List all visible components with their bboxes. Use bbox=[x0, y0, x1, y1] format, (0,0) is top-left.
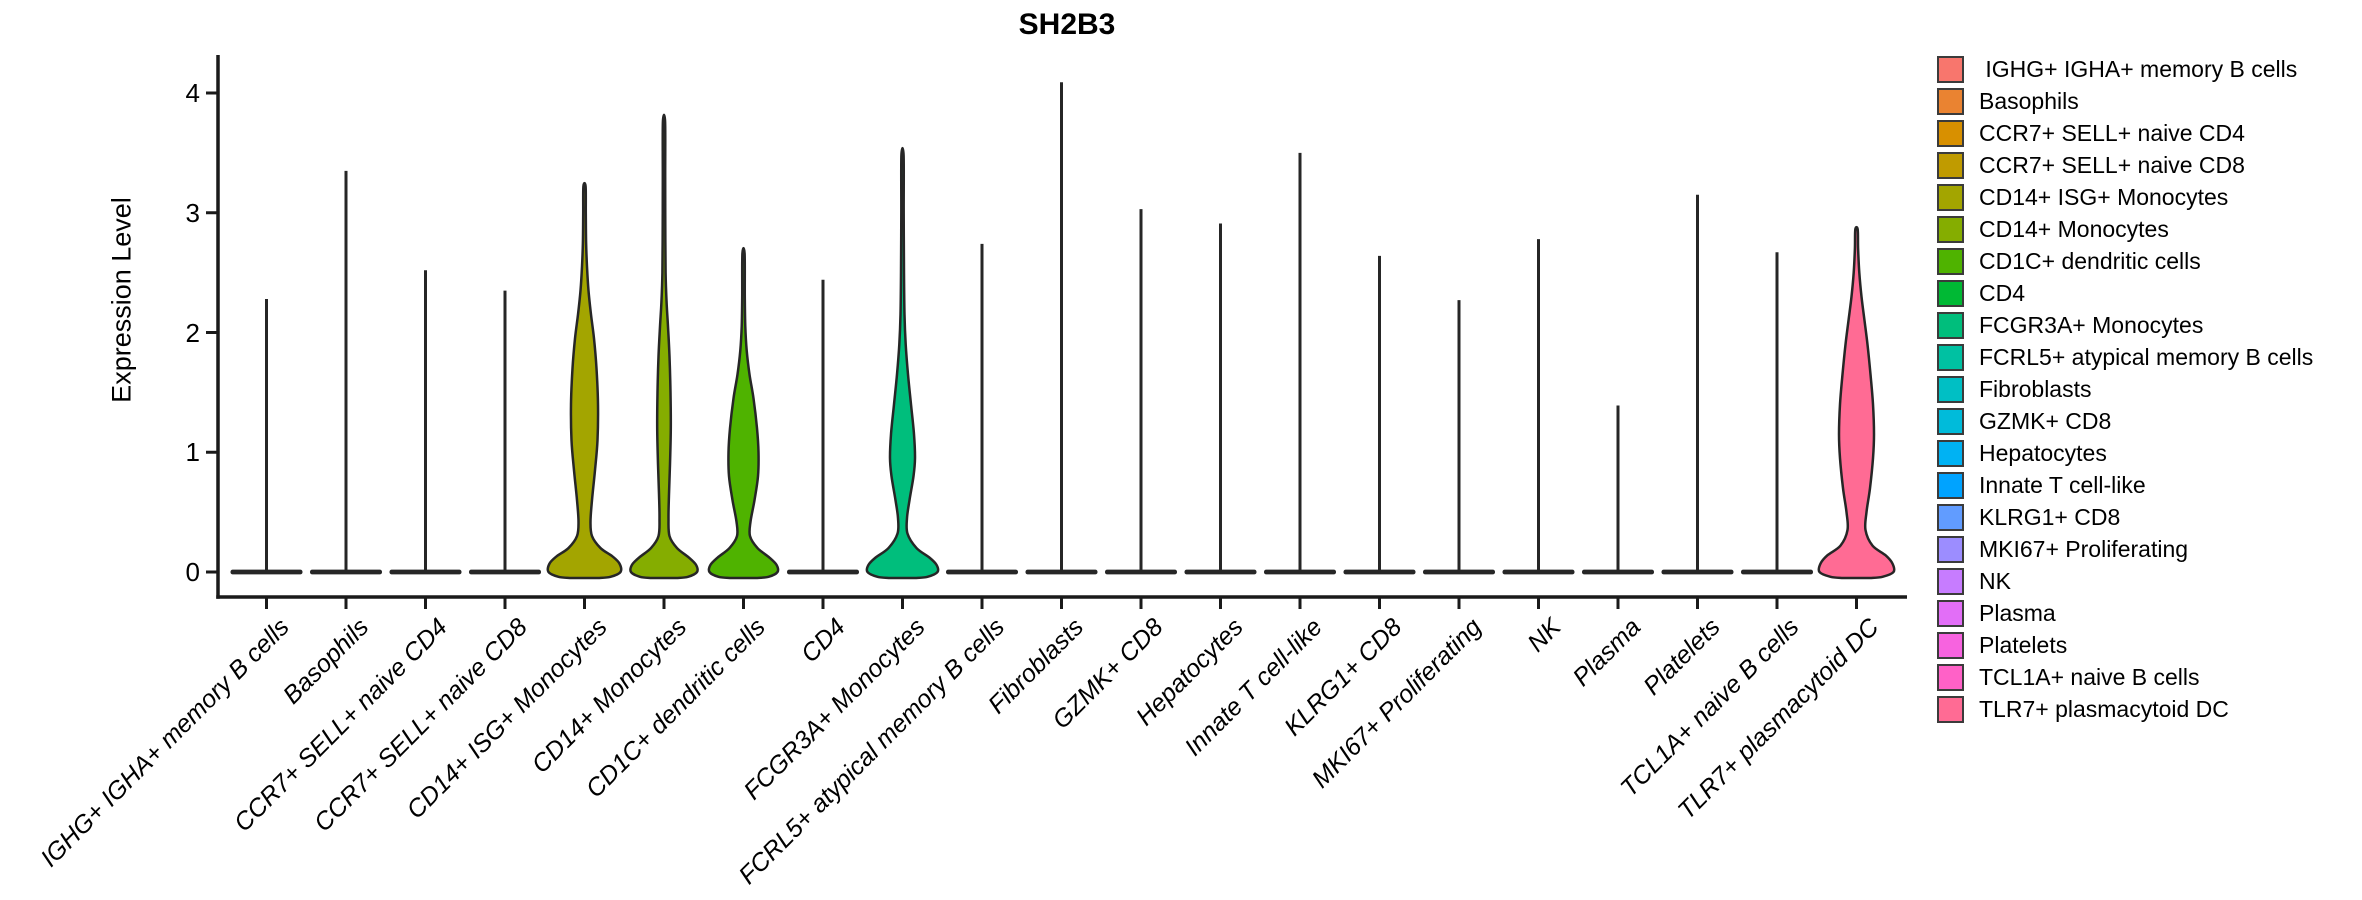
legend-label: Platelets bbox=[1979, 631, 2068, 658]
violin-CD14+ Monocytes bbox=[629, 113, 699, 580]
legend-swatch-icon bbox=[1937, 407, 1964, 435]
legend-swatch-icon bbox=[1937, 55, 1964, 83]
legend-label: MKI67+ Proliferating bbox=[1979, 535, 2189, 562]
legend-row: CD14+ ISG+ Monocytes bbox=[1937, 181, 2313, 213]
legend-swatch-icon bbox=[1937, 215, 1964, 243]
legend-swatch-icon bbox=[1937, 631, 1964, 659]
legend-swatch-icon bbox=[1937, 663, 1964, 691]
legend-label: Hepatocytes bbox=[1979, 439, 2107, 466]
legend-swatch-icon bbox=[1937, 343, 1964, 371]
violin-CD1C+ dendritic cells bbox=[707, 246, 780, 580]
legend-swatch-icon bbox=[1937, 695, 1964, 723]
legend-label: GZMK+ CD8 bbox=[1979, 407, 2112, 434]
legend-row: NK bbox=[1937, 565, 2313, 597]
legend-row: CD4 bbox=[1937, 277, 2313, 309]
legend-swatch-icon bbox=[1937, 311, 1964, 339]
legend-row: CD14+ Monocytes bbox=[1937, 213, 2313, 245]
legend-swatch-icon bbox=[1937, 471, 1964, 499]
legend-label: FCGR3A+ Monocytes bbox=[1979, 311, 2204, 338]
y-tick-label-2: 2 bbox=[185, 317, 200, 348]
violin-FCGR3A+ Monocytes bbox=[865, 146, 940, 580]
legend-row: FCGR3A+ Monocytes bbox=[1937, 309, 2313, 341]
legend-swatch-icon bbox=[1937, 151, 1964, 179]
legend-swatch-icon bbox=[1937, 87, 1964, 115]
legend-row: IGHG+ IGHA+ memory B cells bbox=[1937, 53, 2313, 85]
legend-row: CD1C+ dendritic cells bbox=[1937, 245, 2313, 277]
legend-row: Platelets bbox=[1937, 629, 2313, 661]
y-tick-label-1: 1 bbox=[185, 437, 200, 468]
legend-label: IGHG+ IGHA+ memory B cells bbox=[1979, 55, 2298, 82]
legend-swatch-icon bbox=[1937, 119, 1964, 147]
legend-swatch-icon bbox=[1937, 503, 1964, 531]
legend-row: Basophils bbox=[1937, 85, 2313, 117]
legend-swatch-icon bbox=[1937, 599, 1964, 627]
legend-label: Fibroblasts bbox=[1979, 375, 2092, 402]
legend-swatch-icon bbox=[1937, 375, 1964, 403]
legend-label: CD14+ ISG+ Monocytes bbox=[1979, 183, 2229, 210]
legend-swatch-icon bbox=[1937, 535, 1964, 563]
legend-row: Innate T cell-like bbox=[1937, 469, 2313, 501]
legend-swatch-icon bbox=[1937, 279, 1964, 307]
legend-label: Basophils bbox=[1979, 87, 2079, 114]
legend-label: NK bbox=[1979, 567, 2011, 594]
legend-label: Plasma bbox=[1979, 599, 2056, 626]
legend-swatch-icon bbox=[1937, 567, 1964, 595]
legend-label: CD1C+ dendritic cells bbox=[1979, 247, 2201, 274]
legend-swatch-icon bbox=[1937, 247, 1964, 275]
legend-label: TLR7+ plasmacytoid DC bbox=[1979, 695, 2229, 722]
legend-row: Fibroblasts bbox=[1937, 373, 2313, 405]
legend-label: CD4 bbox=[1979, 279, 2026, 306]
legend-label: CCR7+ SELL+ naive CD8 bbox=[1979, 151, 2245, 178]
legend-label: TCL1A+ naive B cells bbox=[1979, 663, 2200, 690]
legend-row: TLR7+ plasmacytoid DC bbox=[1937, 693, 2313, 725]
legend-label: CD14+ Monocytes bbox=[1979, 215, 2169, 242]
y-tick-label-0: 0 bbox=[185, 557, 200, 587]
legend-label: CCR7+ SELL+ naive CD4 bbox=[1979, 119, 2245, 146]
legend: IGHG+ IGHA+ memory B cells Basophils CCR7+… bbox=[1937, 53, 2313, 725]
legend-label: KLRG1+ CD8 bbox=[1979, 503, 2121, 530]
legend-row: MKI67+ Proliferating bbox=[1937, 533, 2313, 565]
legend-label: Innate T cell-like bbox=[1979, 471, 2146, 498]
y-tick-label-4: 4 bbox=[185, 78, 200, 108]
legend-row: Hepatocytes bbox=[1937, 437, 2313, 469]
legend-swatch-icon bbox=[1937, 439, 1964, 467]
legend-row: CCR7+ SELL+ naive CD4 bbox=[1937, 117, 2313, 149]
legend-label: FCRL5+ atypical memory B cells bbox=[1979, 343, 2314, 370]
legend-row: TCL1A+ naive B cells bbox=[1937, 661, 2313, 693]
y-tick-label-3: 3 bbox=[185, 197, 200, 228]
legend-swatch-icon bbox=[1937, 183, 1964, 211]
violin-CD14+ ISG+ Monocytes bbox=[546, 181, 623, 580]
chart-title: SH2B3 bbox=[1018, 8, 1116, 41]
legend-row: CCR7+ SELL+ naive CD8 bbox=[1937, 149, 2313, 181]
legend-row: FCRL5+ atypical memory B cells bbox=[1937, 341, 2313, 373]
legend-row: GZMK+ CD8 bbox=[1937, 405, 2313, 437]
legend-row: KLRG1+ CD8 bbox=[1937, 501, 2313, 533]
legend-row: Plasma bbox=[1937, 597, 2313, 629]
violin-TLR7+ plasmacytoid DC bbox=[1817, 225, 1896, 580]
